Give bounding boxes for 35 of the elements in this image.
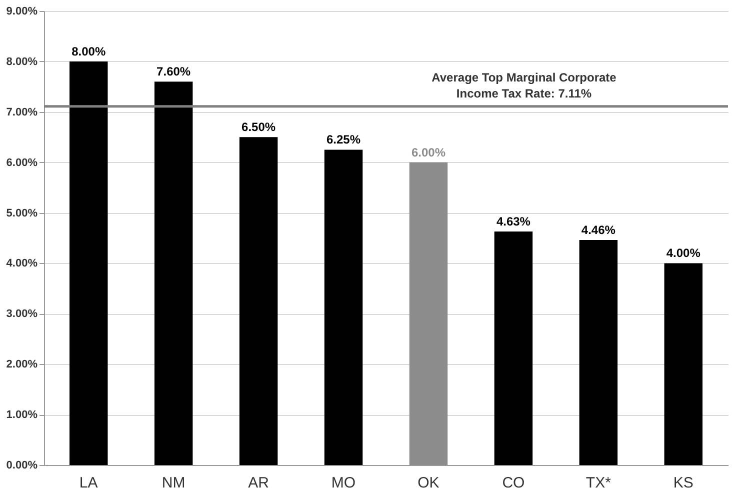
data-label: 4.00% [666,246,701,260]
bar [154,82,193,465]
y-tick-label: 6.00% [6,156,38,169]
data-label: 6.00% [411,145,446,160]
data-label: 8.00% [72,44,106,58]
bar [494,231,533,465]
x-tick-label: NM [162,474,186,492]
bar [69,61,108,465]
data-label: 6.25% [326,132,361,147]
y-tick-label: 1.00% [6,409,38,422]
x-tick-label: CO [502,474,525,492]
y-tick-label: 5.00% [6,207,38,220]
data-label: 6.50% [242,120,276,134]
y-tick-label: 2.00% [6,358,38,371]
data-label: 4.46% [581,223,616,238]
bar [579,240,618,465]
x-tick-label: TX* [586,474,612,492]
bar [409,162,448,465]
y-tick-label: 4.00% [6,258,38,270]
x-tick-label: OK [418,474,440,492]
bar [324,150,363,465]
data-label: 7.60% [156,64,191,79]
bar [239,137,278,465]
x-tick-label: KS [673,474,694,492]
bar [664,263,703,465]
y-tick-label: 0.00% [6,460,38,472]
y-tick-label: 9.00% [6,6,38,18]
x-tick-label: LA [79,474,98,492]
y-tick-label: 7.00% [6,106,38,118]
data-label: 4.63% [496,214,531,228]
y-tick-label: 3.00% [6,308,38,320]
y-tick-label: 8.00% [6,56,38,68]
ref-line-label: Average Top Marginal Corporate Income Tax Rate: 7.11% [432,70,617,100]
x-tick-label: MO [331,474,356,492]
x-tick-label: AR [248,474,270,492]
